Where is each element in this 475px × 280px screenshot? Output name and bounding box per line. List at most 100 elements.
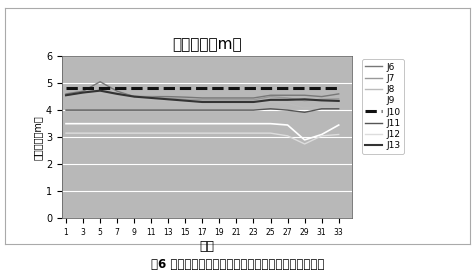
- J6: [131, 95, 137, 98]
- J8: [182, 100, 188, 104]
- J9: [182, 122, 188, 125]
- J9: [165, 122, 171, 125]
- J9: [200, 122, 205, 125]
- J13: [97, 89, 103, 92]
- Line: J12: J12: [66, 133, 339, 144]
- J6: [268, 94, 274, 97]
- J11: [63, 108, 69, 112]
- J12: [148, 132, 154, 135]
- J13: [182, 99, 188, 102]
- J10: [251, 87, 256, 90]
- Line: J8: J8: [66, 93, 339, 108]
- J7: [80, 91, 86, 94]
- J10: [268, 87, 274, 90]
- J12: [217, 132, 222, 135]
- J10: [336, 87, 342, 90]
- J11: [200, 108, 205, 112]
- J13: [234, 100, 239, 104]
- J12: [200, 132, 205, 135]
- J11: [302, 111, 307, 114]
- J10: [302, 87, 307, 90]
- Line: J7: J7: [66, 91, 339, 101]
- J11: [182, 108, 188, 112]
- J11: [285, 108, 290, 112]
- J8: [200, 102, 205, 105]
- J6: [319, 95, 324, 98]
- J11: [251, 108, 256, 112]
- J9: [131, 122, 137, 125]
- J8: [251, 102, 256, 105]
- J9: [63, 122, 69, 125]
- J11: [97, 108, 103, 112]
- J10: [319, 87, 324, 90]
- J7: [97, 89, 103, 92]
- J7: [285, 96, 290, 100]
- J10: [234, 87, 239, 90]
- J10: [182, 87, 188, 90]
- J6: [165, 95, 171, 98]
- J13: [217, 100, 222, 104]
- J8: [80, 94, 86, 97]
- J11: [131, 108, 137, 112]
- J8: [63, 96, 69, 100]
- J7: [165, 97, 171, 100]
- J13: [80, 91, 86, 94]
- J13: [336, 99, 342, 102]
- J7: [302, 99, 307, 102]
- J6: [285, 94, 290, 97]
- J10: [285, 87, 290, 90]
- J11: [217, 108, 222, 112]
- J6: [114, 90, 120, 93]
- J9: [336, 123, 342, 127]
- J8: [97, 92, 103, 95]
- J13: [268, 98, 274, 102]
- J13: [200, 100, 205, 104]
- J12: [97, 132, 103, 135]
- J10: [131, 87, 137, 90]
- J10: [63, 87, 69, 90]
- J7: [63, 94, 69, 97]
- Line: J11: J11: [66, 109, 339, 112]
- J7: [131, 94, 137, 98]
- J9: [302, 138, 307, 142]
- J11: [148, 108, 154, 112]
- J13: [114, 92, 120, 95]
- J6: [302, 94, 307, 97]
- X-axis label: 次数: 次数: [199, 240, 214, 253]
- J6: [336, 92, 342, 95]
- J8: [131, 97, 137, 101]
- J7: [234, 98, 239, 102]
- J11: [234, 108, 239, 112]
- J10: [200, 87, 205, 90]
- J6: [63, 92, 69, 95]
- J12: [165, 132, 171, 135]
- Line: J9: J9: [66, 124, 339, 140]
- J12: [63, 132, 69, 135]
- J9: [217, 122, 222, 125]
- J8: [234, 102, 239, 105]
- J13: [131, 95, 137, 98]
- J6: [97, 80, 103, 83]
- J7: [251, 98, 256, 102]
- J6: [251, 96, 256, 100]
- J8: [114, 95, 120, 98]
- J7: [319, 98, 324, 101]
- J10: [148, 87, 154, 90]
- J11: [319, 107, 324, 111]
- J7: [336, 97, 342, 101]
- J7: [200, 98, 205, 102]
- J11: [336, 107, 342, 111]
- J7: [148, 95, 154, 99]
- J12: [80, 132, 86, 135]
- J6: [200, 96, 205, 100]
- J12: [131, 132, 137, 135]
- J10: [97, 87, 103, 90]
- J13: [251, 100, 256, 104]
- Y-axis label: 水位标高（m）: 水位标高（m）: [33, 115, 43, 160]
- J11: [80, 108, 86, 112]
- J8: [217, 102, 222, 105]
- J10: [114, 87, 120, 90]
- Line: J6: J6: [66, 82, 339, 98]
- J8: [319, 106, 324, 109]
- J9: [148, 122, 154, 125]
